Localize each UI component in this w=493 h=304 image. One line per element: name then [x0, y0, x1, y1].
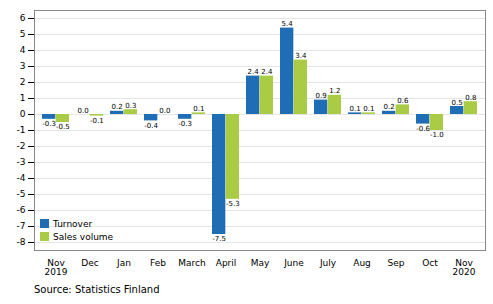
svg-text:Oct: Oct [422, 258, 438, 268]
svg-text:Jan: Jan [116, 258, 131, 268]
svg-text:-0.6: -0.6 [416, 125, 430, 133]
svg-text:-1: -1 [17, 125, 26, 135]
svg-text:-7: -7 [17, 221, 26, 231]
svg-text:2: 2 [20, 77, 26, 87]
svg-text:0.2: 0.2 [384, 103, 395, 111]
svg-text:0.1: 0.1 [350, 105, 361, 113]
svg-text:0.0: 0.0 [159, 107, 170, 115]
svg-text:0.0: 0.0 [78, 107, 89, 115]
svg-text:2.4: 2.4 [261, 68, 273, 76]
svg-text:March: March [178, 258, 205, 268]
svg-text:-8: -8 [17, 237, 26, 247]
svg-text:1.2: 1.2 [329, 87, 340, 95]
svg-text:-5.3: -5.3 [226, 200, 240, 208]
svg-text:-6: -6 [17, 205, 26, 215]
svg-text:2.4: 2.4 [248, 68, 260, 76]
svg-text:0.8: 0.8 [465, 94, 476, 102]
svg-text:3.4: 3.4 [295, 52, 307, 60]
svg-text:1: 1 [20, 93, 26, 103]
svg-text:0.2: 0.2 [112, 103, 123, 111]
svg-text:-7.5: -7.5 [212, 235, 226, 243]
html-text:Sales volume: Sales volume [53, 232, 114, 242]
svg-text:-0.3: -0.3 [178, 120, 192, 128]
svg-text:3: 3 [20, 61, 26, 71]
svg-text:-4: -4 [17, 173, 26, 183]
svg-text:0.1: 0.1 [193, 105, 204, 113]
svg-text:-0.4: -0.4 [144, 122, 158, 130]
svg-text:-1.0: -1.0 [430, 131, 444, 139]
svg-text:0.5: 0.5 [452, 99, 463, 107]
svg-text:June: June [283, 258, 304, 268]
svg-text:Sep: Sep [388, 258, 405, 268]
svg-text:Nov2020: Nov2020 [453, 258, 476, 277]
svg-text:Aug: Aug [353, 258, 371, 268]
svg-text:0.9: 0.9 [316, 92, 327, 100]
svg-text:6: 6 [20, 13, 26, 23]
html-text:Source: Statistics Finland: Source: Statistics Finland [34, 284, 160, 295]
svg-text:-3: -3 [17, 157, 26, 167]
svg-text:-0.5: -0.5 [56, 123, 70, 131]
svg-text:0.6: 0.6 [397, 97, 409, 105]
svg-text:April: April [216, 258, 237, 268]
svg-text:-0.1: -0.1 [90, 117, 104, 125]
svg-text:May: May [251, 258, 270, 268]
svg-text:0.1: 0.1 [363, 105, 374, 113]
svg-text:Feb: Feb [150, 258, 166, 268]
svg-text:4: 4 [20, 45, 26, 55]
svg-text:-5: -5 [17, 189, 26, 199]
svg-text:Dec: Dec [81, 258, 98, 268]
svg-text:July: July [319, 258, 337, 268]
svg-text:0.3: 0.3 [125, 102, 136, 110]
html-text:Turnover: Turnover [53, 219, 93, 229]
svg-text:-0.3: -0.3 [42, 120, 56, 128]
svg-text:5.4: 5.4 [282, 20, 294, 28]
svg-text:0: 0 [20, 109, 26, 119]
svg-text:5: 5 [20, 29, 26, 39]
svg-text:-2: -2 [17, 141, 26, 151]
svg-text:Nov2019: Nov2019 [45, 258, 68, 277]
